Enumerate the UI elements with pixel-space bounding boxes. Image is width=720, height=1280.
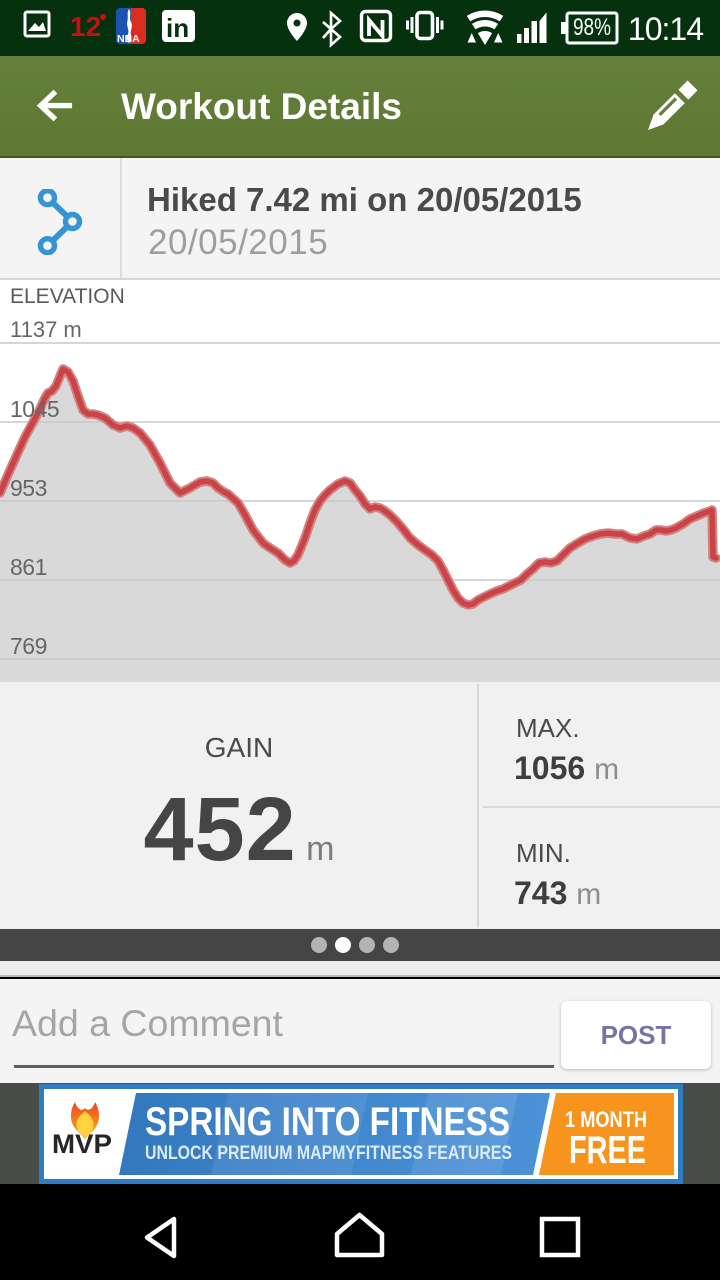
svg-text:98%: 98% — [573, 14, 611, 41]
svg-text:SPRING INTO FITNESS: SPRING INTO FITNESS — [145, 1100, 510, 1144]
svg-text:in: in — [166, 13, 189, 43]
svg-text:FREE: FREE — [569, 1129, 646, 1172]
svg-text:NBA: NBA — [117, 33, 140, 45]
svg-text:1 MONTH: 1 MONTH — [565, 1107, 647, 1132]
svg-text:UNLOCK PREMIUM MAPMYFITNESS FE: UNLOCK PREMIUM MAPMYFITNESS FEATURES — [145, 1143, 512, 1164]
svg-text:12: 12 — [70, 11, 101, 42]
